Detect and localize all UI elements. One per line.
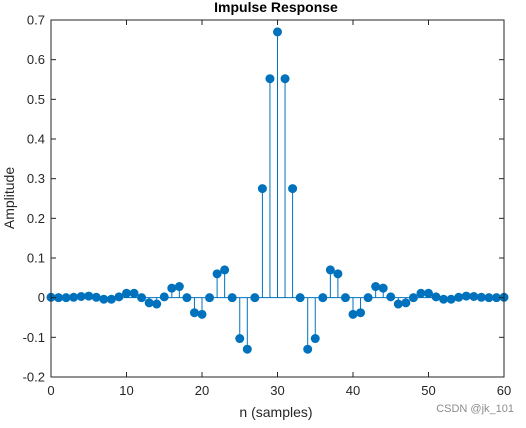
y-tick-label: -0.2 — [23, 370, 45, 385]
stem-marker — [129, 288, 139, 298]
y-tick-label: 0.6 — [27, 52, 45, 67]
stem-marker — [69, 292, 79, 302]
stem-marker — [182, 293, 192, 303]
y-tick-label: 0.5 — [27, 92, 45, 107]
stem-marker — [212, 269, 222, 279]
x-tick-label: 0 — [47, 383, 54, 398]
stems-layer — [46, 27, 509, 354]
y-tick-label: 0.7 — [27, 13, 45, 28]
x-axis-label: n (samples) — [239, 404, 312, 420]
stem-marker — [288, 184, 298, 194]
stem-marker — [363, 293, 373, 303]
stem-marker — [76, 291, 86, 301]
stem-marker — [205, 293, 215, 303]
stem-marker — [484, 293, 494, 303]
x-tick-label: 30 — [270, 383, 284, 398]
x-tick-label: 40 — [346, 383, 360, 398]
stem-marker — [167, 283, 177, 293]
stem-marker — [454, 292, 464, 302]
y-tick-label: 0.1 — [27, 251, 45, 266]
stem-marker — [469, 291, 479, 301]
stem-marker — [265, 74, 275, 84]
stem-marker — [99, 294, 109, 304]
stem-marker — [416, 288, 426, 298]
y-axis-label: Amplitude — [1, 167, 17, 229]
y-tick-label: 0.3 — [27, 171, 45, 186]
stem-marker — [446, 294, 456, 304]
x-tick-label: 20 — [195, 383, 209, 398]
stem-marker — [408, 293, 418, 303]
stem-marker — [356, 308, 366, 318]
stem-marker — [91, 292, 101, 302]
stem-marker — [61, 293, 71, 303]
stem-marker — [114, 292, 124, 302]
stem-marker — [393, 299, 403, 309]
stem-marker — [371, 282, 381, 292]
stem-marker — [152, 299, 162, 309]
watermark: CSDN @jk_101 — [436, 403, 514, 415]
stem-marker — [235, 334, 245, 344]
stem-marker — [333, 269, 343, 279]
stem-marker — [378, 283, 388, 293]
stem-marker — [424, 288, 433, 298]
stem-marker — [386, 292, 396, 302]
stem-marker — [431, 292, 441, 302]
y-tick-label: 0.2 — [27, 211, 45, 226]
y-tick-label: 0.4 — [27, 132, 45, 147]
x-tick-label: 10 — [119, 383, 133, 398]
stem-marker — [144, 298, 154, 308]
stem-marker — [325, 265, 335, 275]
y-tick-label: 0 — [38, 290, 45, 305]
chart-title: Impulse Response — [214, 0, 338, 15]
stem-marker — [295, 293, 305, 303]
stem-marker — [461, 291, 471, 301]
stem-marker — [273, 27, 282, 37]
stem-marker — [310, 334, 320, 344]
stem-marker — [227, 293, 237, 303]
stem-marker — [189, 308, 199, 318]
stem-marker — [220, 265, 230, 275]
stem-marker — [137, 293, 147, 303]
stem-marker — [250, 293, 260, 303]
stem-marker — [280, 74, 290, 84]
stem-marker — [348, 309, 358, 319]
x-tick-label: 60 — [497, 383, 511, 398]
stem-marker — [122, 288, 131, 298]
stem-marker — [106, 294, 116, 304]
stem-marker — [174, 282, 184, 292]
stem-marker — [476, 292, 486, 302]
x-tick-label: 50 — [421, 383, 435, 398]
stem-marker — [84, 291, 94, 301]
stem-marker — [340, 293, 350, 303]
stem-marker — [318, 293, 328, 303]
stem-marker — [197, 309, 207, 319]
stem-marker — [242, 344, 252, 354]
stem-marker — [159, 292, 169, 302]
stem-marker — [439, 294, 449, 304]
stem-marker — [257, 184, 267, 194]
stem-marker — [401, 298, 411, 308]
stem-marker — [303, 344, 313, 354]
y-tick-label: -0.1 — [23, 330, 45, 345]
plot-area-border — [50, 19, 505, 378]
